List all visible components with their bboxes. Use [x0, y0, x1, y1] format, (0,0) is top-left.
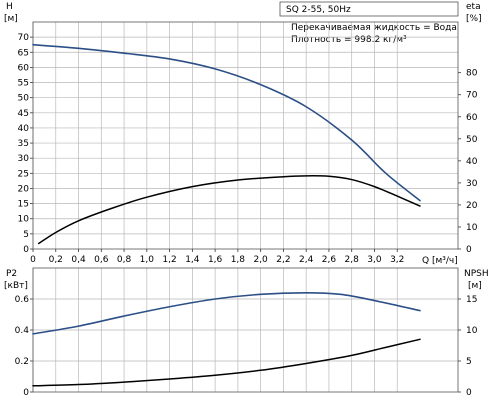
series-line-h — [32, 43, 421, 202]
right-tick-label: 5 — [466, 357, 472, 367]
x-tick-label: 1,8 — [231, 255, 246, 265]
left-tick-label: 0.2 — [15, 357, 29, 367]
x-tick-label: 2,0 — [253, 255, 268, 265]
right-tick-label: 50 — [466, 135, 478, 145]
series-line-eta — [37, 175, 421, 245]
density-label: Плотность = 998.2 кг/м³ — [291, 35, 407, 45]
pump-model-label: SQ 2-55, 50Hz — [286, 5, 351, 15]
x-tick-label: 1,2 — [162, 255, 176, 265]
x-tick-label: 3,0 — [367, 255, 382, 265]
right-tick-label: 10 — [466, 326, 478, 336]
left-tick-label: 20 — [18, 184, 30, 194]
npsh-axis-unit: [м] — [468, 281, 482, 291]
series-line-npsh — [32, 338, 421, 387]
left-tick-label: 50 — [18, 94, 30, 104]
right-tick-label: 0 — [466, 245, 472, 255]
x-tick-label: 0,6 — [94, 255, 109, 265]
series-line-p2 — [32, 291, 421, 335]
head-axis-title: H — [6, 2, 13, 12]
left-tick-label: 35 — [18, 139, 29, 149]
p2-axis-title: P2 — [6, 269, 17, 279]
power-npsh-plot: 0 0.2 0.4 0.6 0 5 10 15 — [15, 267, 478, 398]
x-tick-label: 0,2 — [49, 255, 63, 265]
eta-axis-unit: [%] — [466, 14, 482, 24]
right-tick-label: 40 — [466, 157, 478, 167]
x-tick-label: 1,6 — [208, 255, 223, 265]
right-tick-label: 20 — [466, 201, 478, 211]
left-tick-label: 40 — [18, 124, 30, 134]
left-tick-label: 10 — [18, 215, 30, 225]
liquid-label: Перекачиваемая жидкость = Вода — [291, 23, 457, 33]
plot-frame — [32, 267, 459, 393]
x-tick-label: 1,4 — [185, 255, 200, 265]
plot-frame — [32, 21, 459, 250]
right-tick-label: 80 — [466, 69, 478, 79]
x-tick-label: 2,6 — [322, 255, 337, 265]
flow-axis-title: Q [м³/ч] — [422, 256, 458, 266]
left-tick-label: 25 — [18, 169, 29, 179]
x-tick-label: 1,0 — [140, 255, 155, 265]
x-tick-label: 0 — [30, 255, 36, 265]
right-tick-label: 10 — [466, 223, 478, 233]
x-tick-label: 2,8 — [345, 255, 360, 265]
left-tick-label: 60 — [18, 63, 30, 73]
right-tick-label: 15 — [466, 295, 477, 305]
eta-axis-title: eta — [466, 2, 481, 12]
left-tick-label: 55 — [18, 79, 29, 89]
right-tick-label: 0 — [466, 388, 472, 398]
npsh-axis-title: NPSH — [464, 269, 489, 279]
right-tick-label: 70 — [466, 91, 478, 101]
left-tick-label: 70 — [18, 33, 30, 43]
left-tick-label: 0.4 — [15, 326, 30, 336]
right-tick-label: 60 — [466, 113, 478, 123]
left-tick-label: 15 — [18, 200, 29, 210]
head-axis-unit: [м] — [4, 14, 18, 24]
p2-axis-unit: [кВт] — [4, 281, 28, 291]
left-tick-label: 30 — [18, 154, 30, 164]
left-tick-label: 5 — [23, 230, 29, 240]
x-tick-label: 0,8 — [117, 255, 132, 265]
right-tick-label: 30 — [466, 179, 478, 189]
x-tick-label: 0,4 — [71, 255, 86, 265]
x-tick-label: 2,4 — [299, 255, 314, 265]
left-tick-label: 0 — [23, 388, 29, 398]
header-box: SQ 2-55, 50Hz Перекачиваемая жидкость = … — [279, 1, 459, 45]
x-tick-label: 2,2 — [276, 255, 290, 265]
left-tick-label: 0.6 — [15, 295, 30, 305]
left-tick-label: 65 — [18, 48, 29, 58]
left-tick-label: 0 — [23, 245, 29, 255]
x-tick-label: 3,2 — [390, 255, 404, 265]
head-efficiency-plot: 0 5 10 15 20 25 30 35 40 45 50 55 60 65 70 0 10 20 30 40 50 6… — [18, 21, 478, 265]
left-tick-label: 45 — [18, 109, 29, 119]
